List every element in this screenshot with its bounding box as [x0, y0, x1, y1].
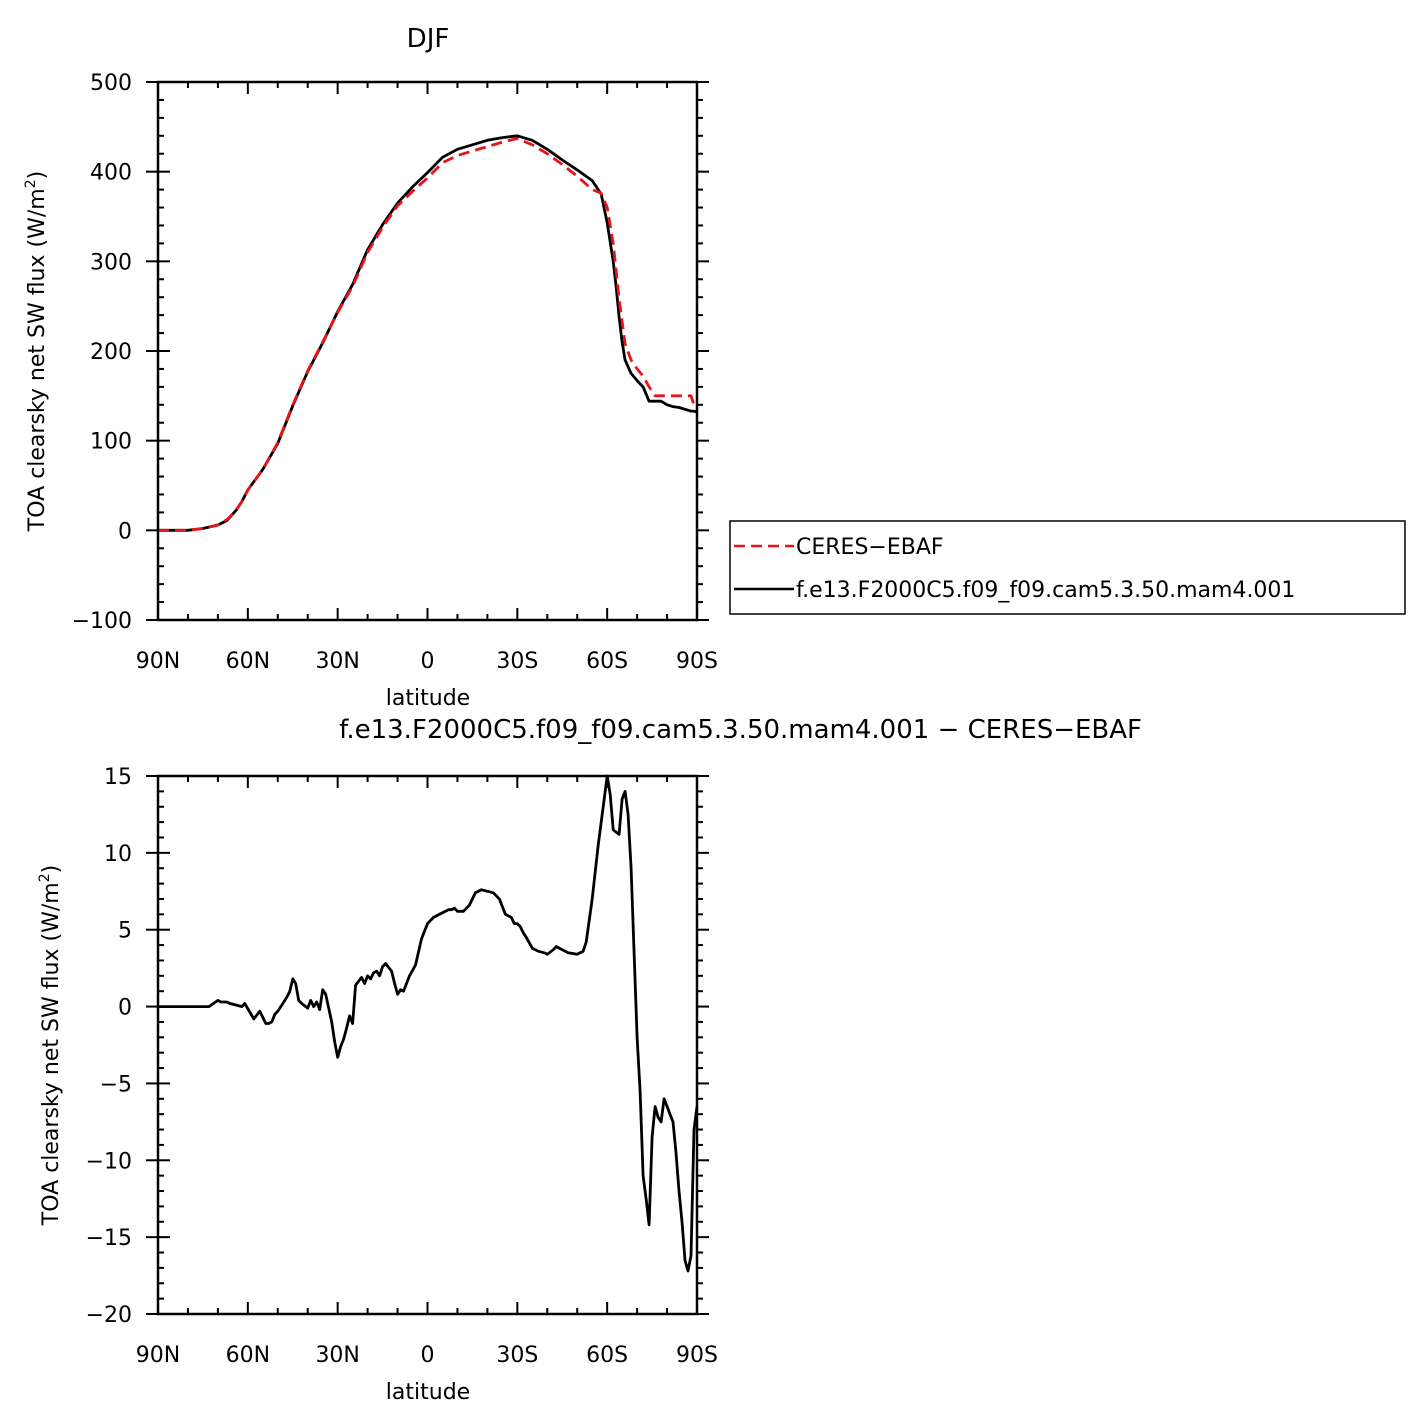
top-chart-series	[158, 134, 698, 532]
top-x-tick-label: 90S	[676, 649, 718, 674]
top-chart-legend: CERES−EBAF f.e13.F2000C5.f09_f09.cam5.3.…	[729, 520, 1406, 615]
top-x-tick-label: 60N	[226, 649, 270, 674]
bottom-series-line-0	[158, 774, 699, 1273]
top-chart-frame	[156, 80, 699, 622]
top-x-tick-label: 90N	[136, 649, 180, 674]
bottom-x-tick-label: 60N	[226, 1343, 270, 1368]
top-y-tick-label: 500	[90, 71, 132, 96]
bottom-x-tick-label: 30N	[315, 1343, 359, 1368]
top-chart-title: DJF	[407, 24, 450, 54]
top-x-tick-label: 30S	[496, 649, 538, 674]
bottom-x-tick-label: 90S	[676, 1343, 718, 1368]
top-chart: DJF 90N 60N 30N 0 30S 60S 90S −100 0 100 200 300 400…	[23, 24, 1406, 711]
bottom-y-tick-label: −10	[86, 1149, 132, 1174]
bottom-y-label-main: TOA clearsky net SW flux (W/m	[39, 882, 64, 1226]
bottom-chart-x-axis-label: latitude	[386, 1380, 470, 1405]
bottom-chart-series	[158, 774, 699, 1273]
bottom-chart: f.e13.F2000C5.f09_f09.cam5.3.50.mam4.001…	[37, 715, 1142, 1405]
top-x-tick-label: 0	[421, 649, 435, 674]
top-chart-x-axis-label: latitude	[386, 686, 470, 711]
top-chart-y-axis-label: TOA clearsky net SW flux (W/m2)	[23, 171, 50, 532]
bottom-y-tick-label: −5	[100, 1072, 132, 1097]
legend-label-ceres: CERES−EBAF	[796, 535, 944, 560]
top-y-label-main: TOA clearsky net SW flux (W/m	[25, 188, 50, 532]
bottom-y-tick-label: 5	[118, 919, 132, 944]
bottom-chart-ticks	[146, 775, 709, 1315]
top-y-tick-label: 400	[90, 161, 132, 186]
bottom-chart-y-axis-label: TOA clearsky net SW flux (W/m2)	[37, 865, 64, 1226]
top-y-tick-label: 300	[90, 250, 132, 275]
bottom-y-label-close: )	[39, 865, 64, 874]
bottom-y-tick-label: 0	[118, 996, 132, 1021]
top-series-line-0	[158, 137, 698, 532]
legend-label-model: f.e13.F2000C5.f09_f09.cam5.3.50.mam4.001	[796, 578, 1295, 603]
bottom-chart-tick-labels: 90N 60N 30N 0 30S 60S 90S −20 −15 −10 −5 0 5 10 15	[86, 765, 718, 1368]
bottom-x-tick-label: 60S	[586, 1343, 628, 1368]
bottom-y-tick-label: −15	[86, 1226, 132, 1251]
top-x-tick-label: 30N	[315, 649, 359, 674]
top-y-tick-label: 100	[90, 430, 132, 455]
bottom-y-tick-label: −20	[86, 1303, 132, 1328]
top-y-label-close: )	[25, 171, 50, 180]
bottom-x-tick-label: 30S	[496, 1343, 538, 1368]
top-chart-tick-labels: 90N 60N 30N 0 30S 60S 90S −100 0 100 200 300 400 500	[72, 71, 718, 674]
bottom-y-tick-label: 10	[104, 842, 132, 867]
bottom-y-label-sup: 2	[37, 873, 53, 882]
top-y-tick-label: −100	[72, 609, 132, 634]
legend-box	[729, 520, 1406, 615]
top-y-tick-label: 0	[118, 519, 132, 544]
top-series-line-1	[158, 134, 698, 532]
bottom-y-tick-label: 15	[104, 765, 132, 790]
top-y-label-sup: 2	[23, 179, 39, 188]
top-x-tick-label: 60S	[586, 649, 628, 674]
bottom-x-tick-label: 0	[421, 1343, 435, 1368]
bottom-chart-title: f.e13.F2000C5.f09_f09.cam5.3.50.mam4.001…	[339, 715, 1142, 745]
bottom-chart-frame	[156, 774, 699, 1316]
top-y-tick-label: 200	[90, 340, 132, 365]
bottom-x-tick-label: 90N	[136, 1343, 180, 1368]
